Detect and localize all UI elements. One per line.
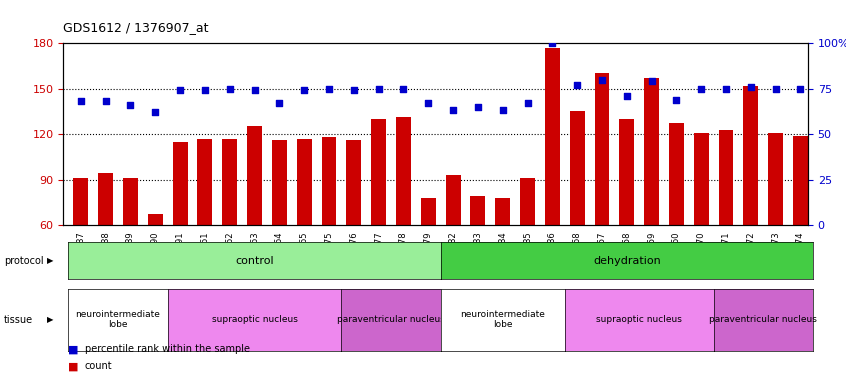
Bar	[197, 139, 212, 225]
Bar	[272, 140, 287, 225]
Bar	[644, 78, 659, 225]
Point	[248, 87, 261, 93]
Text: GDS1612 / 1376907_at: GDS1612 / 1376907_at	[63, 21, 209, 34]
Point	[124, 102, 137, 108]
Bar	[793, 136, 808, 225]
Point	[695, 86, 708, 92]
Point	[347, 87, 360, 93]
Text: control: control	[235, 256, 274, 266]
Point	[471, 104, 485, 110]
Bar	[669, 123, 684, 225]
Bar	[98, 174, 113, 225]
Point	[74, 98, 88, 104]
Text: dehydration: dehydration	[593, 256, 661, 266]
Bar	[595, 74, 609, 225]
Text: supraoptic nucleus: supraoptic nucleus	[212, 315, 298, 324]
Bar	[396, 117, 411, 225]
Point	[298, 87, 311, 93]
Text: count: count	[85, 361, 113, 371]
Bar	[148, 214, 162, 225]
Text: percentile rank within the sample: percentile rank within the sample	[85, 344, 250, 354]
Text: paraventricular nucleus: paraventricular nucleus	[709, 315, 817, 324]
Point	[496, 107, 509, 113]
Bar	[718, 129, 733, 225]
Text: ▶: ▶	[47, 256, 54, 265]
Bar	[222, 139, 237, 225]
Bar	[569, 111, 585, 225]
Bar	[470, 196, 486, 225]
Point	[198, 87, 212, 93]
Point	[99, 98, 113, 104]
Point	[670, 96, 684, 102]
Bar	[321, 137, 337, 225]
Point	[794, 86, 807, 92]
Bar	[768, 132, 783, 225]
Point	[769, 86, 783, 92]
Bar	[346, 140, 361, 225]
Bar	[446, 175, 460, 225]
Point	[570, 82, 584, 88]
Text: ■: ■	[68, 344, 78, 354]
Bar	[694, 132, 709, 225]
Text: neurointermediate
lobe: neurointermediate lobe	[75, 310, 161, 329]
Bar	[545, 48, 560, 225]
Point	[447, 107, 460, 113]
Point	[149, 109, 162, 115]
Text: paraventricular nucleus: paraventricular nucleus	[337, 315, 445, 324]
Text: protocol: protocol	[4, 256, 44, 266]
Point	[521, 100, 535, 106]
Bar	[619, 119, 634, 225]
Point	[397, 86, 410, 92]
Point	[322, 86, 336, 92]
Point	[620, 93, 634, 99]
Bar	[520, 178, 535, 225]
Text: supraoptic nucleus: supraoptic nucleus	[596, 315, 682, 324]
Point	[744, 84, 758, 90]
Bar	[247, 126, 262, 225]
Bar	[420, 198, 436, 225]
Bar	[371, 119, 386, 225]
Bar	[123, 178, 138, 225]
Point	[223, 86, 237, 92]
Point	[645, 78, 658, 84]
Bar	[173, 142, 188, 225]
Point	[719, 86, 733, 92]
Point	[596, 76, 609, 82]
Bar	[74, 178, 88, 225]
Point	[421, 100, 435, 106]
Text: neurointermediate
lobe: neurointermediate lobe	[460, 310, 545, 329]
Point	[272, 100, 286, 106]
Text: ■: ■	[68, 361, 78, 371]
Bar	[744, 86, 758, 225]
Bar	[495, 198, 510, 225]
Bar	[297, 139, 311, 225]
Point	[173, 87, 187, 93]
Point	[372, 86, 386, 92]
Point	[546, 40, 559, 46]
Text: tissue: tissue	[4, 315, 33, 325]
Text: ▶: ▶	[47, 315, 54, 324]
